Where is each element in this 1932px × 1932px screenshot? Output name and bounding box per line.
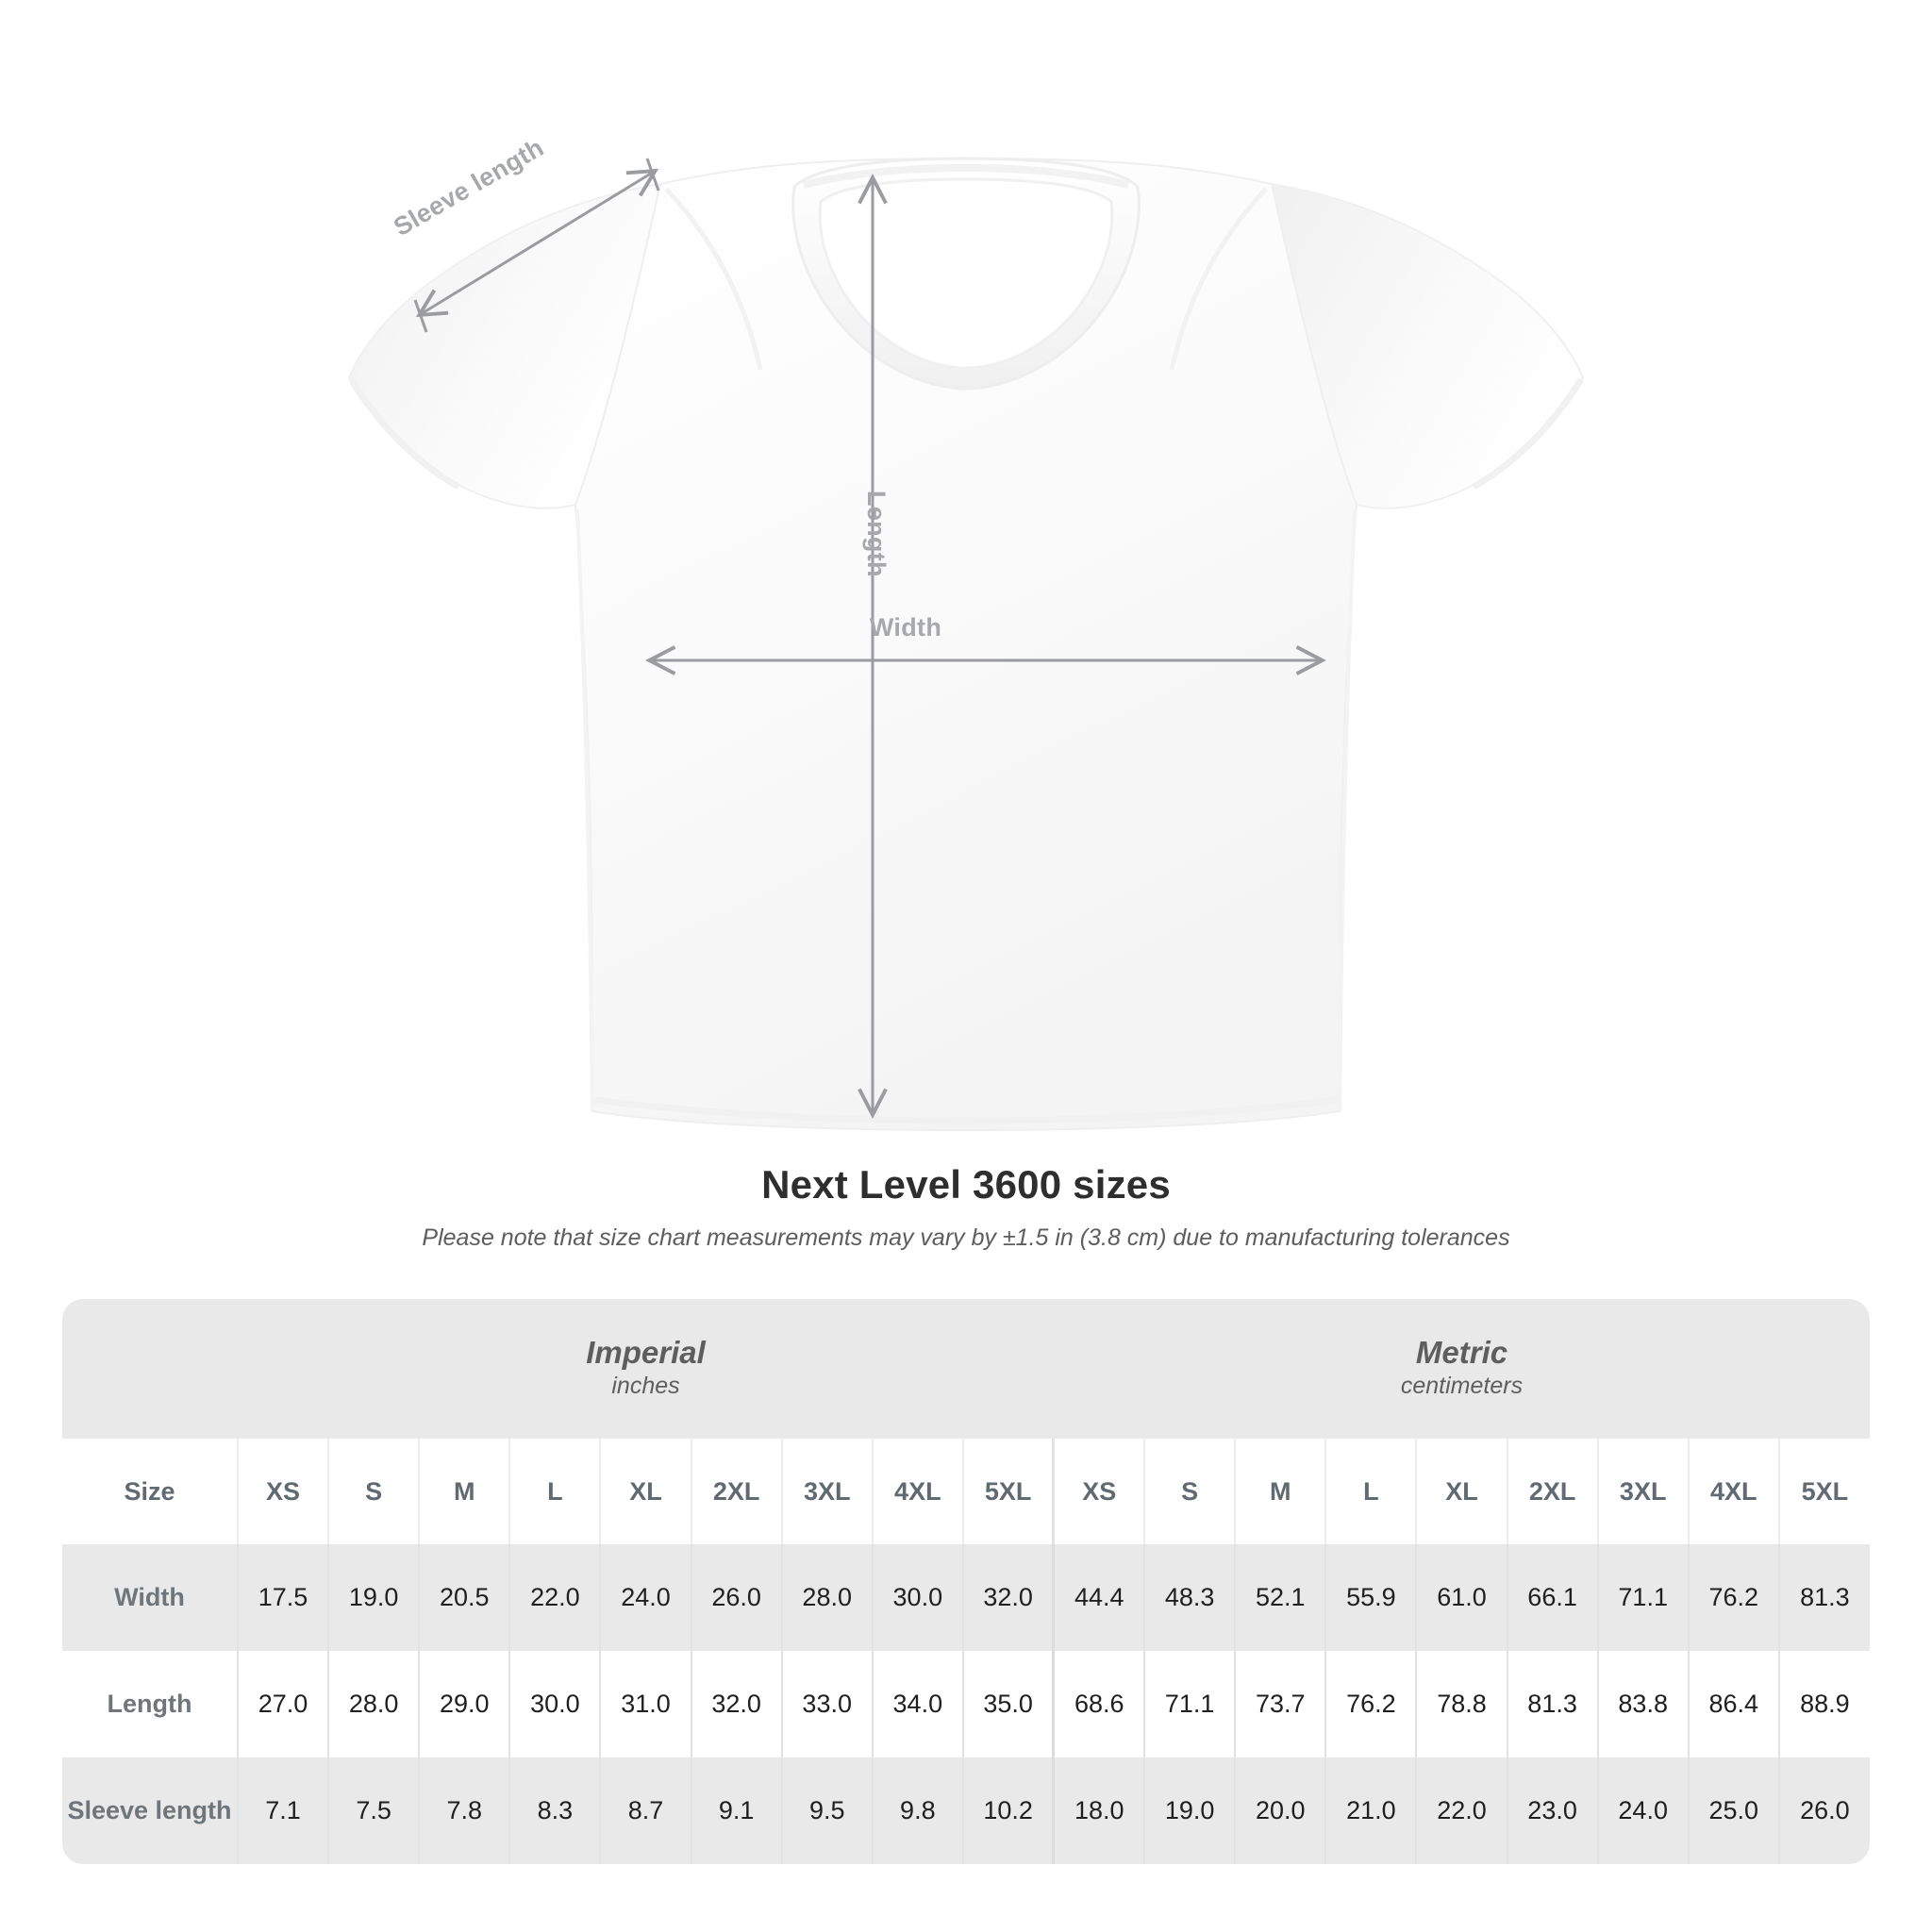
cell-width-xl-imperial: 24.0: [599, 1544, 691, 1651]
size-header-row: Size XS S M L XL 2XL 3XL 4XL 5XL XS S M L XL 2XL 3XL 4XL 5…: [62, 1439, 1870, 1544]
cell-sleeve-length-m-metric: 20.0: [1234, 1757, 1326, 1864]
cell-width-3xl-imperial: 28.0: [780, 1544, 873, 1651]
table-row: Width 17.5 19.0 20.5 22.0 24.0 26.0 28.0 30.0 32.…: [62, 1544, 1870, 1651]
row-label-sleeve-length: Sleeve length: [62, 1757, 238, 1864]
cell-width-5xl-metric: 81.3: [1777, 1544, 1870, 1651]
cell-length-3xl-imperial: 33.0: [780, 1651, 873, 1757]
size-table-wrapper: Imperial inches Metric centimeters Size XS S M L…: [62, 1299, 1870, 1864]
cell-length-l-imperial: 30.0: [508, 1651, 601, 1757]
cell-length-4xl-imperial: 34.0: [871, 1651, 963, 1757]
size-table: Imperial inches Metric centimeters Size XS S M L…: [62, 1299, 1870, 1864]
heading-block: Next Level 3600 sizes Please note that s…: [0, 1162, 1932, 1252]
cell-length-xl-metric: 78.8: [1415, 1651, 1507, 1757]
sleeve-length-arrow: [421, 172, 654, 314]
cell-sleeve-length-5xl-imperial: 10.2: [961, 1757, 1054, 1864]
cell-sleeve-length-xs-metric: 18.0: [1052, 1757, 1145, 1864]
unit-header-row: Imperial inches Metric centimeters: [62, 1299, 1870, 1439]
unit-subtitle: inches: [611, 1373, 680, 1400]
cell-sleeve-length-2xl-imperial: 9.1: [690, 1757, 782, 1864]
cell-length-5xl-imperial: 35.0: [961, 1651, 1054, 1757]
cell-sleeve-length-5xl-metric: 26.0: [1777, 1757, 1870, 1864]
row-label-width: Width: [62, 1544, 238, 1651]
cell-sleeve-length-m-imperial: 7.8: [418, 1757, 510, 1864]
size-header-m-imperial: M: [418, 1439, 510, 1544]
cell-sleeve-length-3xl-imperial: 9.5: [780, 1757, 873, 1864]
cell-width-l-metric: 55.9: [1324, 1544, 1417, 1651]
cell-sleeve-length-4xl-imperial: 9.8: [871, 1757, 963, 1864]
cell-length-s-imperial: 28.0: [327, 1651, 420, 1757]
tolerance-note: Please note that size chart measurements…: [422, 1224, 1510, 1251]
size-header-l-imperial: L: [508, 1439, 601, 1544]
size-header-3xl-metric: 3XL: [1596, 1439, 1689, 1544]
cell-width-m-metric: 52.1: [1234, 1544, 1326, 1651]
size-header-xs-imperial: XS: [236, 1439, 329, 1544]
table-row: Sleeve length 7.1 7.5 7.8 8.3 8.7 9.1 9.5 9.8 10.…: [62, 1757, 1870, 1864]
size-header-4xl-imperial: 4XL: [871, 1439, 963, 1544]
size-header-3xl-imperial: 3XL: [780, 1439, 873, 1544]
size-header-4xl-metric: 4XL: [1687, 1439, 1779, 1544]
unit-name: Imperial: [586, 1334, 706, 1370]
cell-sleeve-length-xl-metric: 22.0: [1415, 1757, 1507, 1864]
unit-subtitle: centimeters: [1400, 1373, 1524, 1400]
unit-header-metric: Metric centimeters: [1053, 1299, 1870, 1439]
cell-length-m-imperial: 29.0: [418, 1651, 510, 1757]
cell-width-m-imperial: 20.5: [418, 1544, 510, 1651]
cell-width-l-imperial: 22.0: [508, 1544, 601, 1651]
size-header-xl-metric: XL: [1415, 1439, 1507, 1544]
size-header-l-metric: L: [1324, 1439, 1417, 1544]
size-header-2xl-imperial: 2XL: [690, 1439, 782, 1544]
cell-length-l-metric: 76.2: [1324, 1651, 1417, 1757]
table-row: Length 27.0 28.0 29.0 30.0 31.0 32.0 33.0 34.0 35…: [62, 1651, 1870, 1757]
unit-name: Metric: [1415, 1334, 1508, 1370]
size-header-s-metric: S: [1143, 1439, 1236, 1544]
size-header-2xl-metric: 2XL: [1506, 1439, 1598, 1544]
cell-length-s-metric: 71.1: [1143, 1651, 1236, 1757]
cell-sleeve-length-xs-imperial: 7.1: [236, 1757, 329, 1864]
size-header-5xl-metric: 5XL: [1777, 1439, 1870, 1544]
tshirt-diagram: Sleeve length Length Width: [347, 133, 1585, 1132]
cell-width-3xl-metric: 71.1: [1596, 1544, 1689, 1651]
cell-sleeve-length-3xl-metric: 24.0: [1596, 1757, 1689, 1864]
size-header-s-imperial: S: [327, 1439, 420, 1544]
cell-width-s-metric: 48.3: [1143, 1544, 1236, 1651]
size-header-xl-imperial: XL: [599, 1439, 691, 1544]
cell-width-2xl-imperial: 26.0: [690, 1544, 782, 1651]
cell-sleeve-length-xl-imperial: 8.7: [599, 1757, 691, 1864]
cell-width-5xl-imperial: 32.0: [961, 1544, 1054, 1651]
cell-length-xs-metric: 68.6: [1052, 1651, 1145, 1757]
cell-sleeve-length-s-imperial: 7.5: [327, 1757, 420, 1864]
size-header-xs-metric: XS: [1052, 1439, 1145, 1544]
length-annotation-label: Length: [862, 491, 891, 577]
cell-sleeve-length-s-metric: 19.0: [1143, 1757, 1236, 1864]
tshirt-graphic: [347, 157, 1585, 1132]
cell-length-m-metric: 73.7: [1234, 1651, 1326, 1757]
row-label-length: Length: [62, 1651, 238, 1757]
cell-width-2xl-metric: 66.1: [1506, 1544, 1598, 1651]
cell-sleeve-length-l-imperial: 8.3: [508, 1757, 601, 1864]
cell-width-xs-imperial: 17.5: [236, 1544, 329, 1651]
page-title: Next Level 3600 sizes: [761, 1162, 1171, 1207]
cell-length-xl-imperial: 31.0: [599, 1651, 691, 1757]
cell-sleeve-length-l-metric: 21.0: [1324, 1757, 1417, 1864]
size-header-5xl-imperial: 5XL: [961, 1439, 1054, 1544]
cell-sleeve-length-2xl-metric: 23.0: [1506, 1757, 1598, 1864]
cell-width-xs-metric: 44.4: [1052, 1544, 1145, 1651]
cell-length-2xl-imperial: 32.0: [690, 1651, 782, 1757]
size-header-m-metric: M: [1234, 1439, 1326, 1544]
cell-width-4xl-metric: 76.2: [1687, 1544, 1779, 1651]
unit-header-imperial: Imperial inches: [238, 1299, 1054, 1439]
cell-length-5xl-metric: 88.9: [1777, 1651, 1870, 1757]
cell-length-xs-imperial: 27.0: [236, 1651, 329, 1757]
size-column-header: Size: [62, 1439, 238, 1544]
cell-length-2xl-metric: 81.3: [1506, 1651, 1598, 1757]
width-annotation-label: Width: [869, 613, 942, 641]
cell-width-s-imperial: 19.0: [327, 1544, 420, 1651]
cell-length-3xl-metric: 83.8: [1596, 1651, 1689, 1757]
cell-width-4xl-imperial: 30.0: [871, 1544, 963, 1651]
cell-length-4xl-metric: 86.4: [1687, 1651, 1779, 1757]
cell-width-xl-metric: 61.0: [1415, 1544, 1507, 1651]
unit-header-spacer: [62, 1299, 238, 1439]
cell-sleeve-length-4xl-metric: 25.0: [1687, 1757, 1779, 1864]
